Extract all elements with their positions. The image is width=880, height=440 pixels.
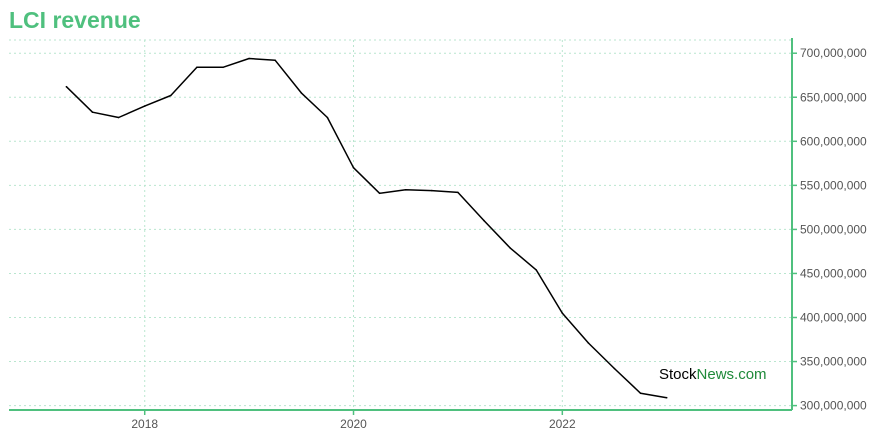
- data-point: [196, 66, 198, 69]
- axes: [9, 38, 793, 411]
- data-point: [561, 312, 564, 314]
- data-point: [665, 396, 668, 399]
- data-point: [143, 105, 146, 107]
- y-tick-label: 650,000,000: [800, 90, 867, 104]
- data-point: [248, 57, 250, 60]
- data-point: [483, 219, 485, 222]
- data-point: [117, 116, 120, 119]
- chart-title: LCI revenue: [9, 7, 141, 33]
- data-point: [431, 189, 433, 192]
- data-point: [378, 192, 381, 195]
- data-point: [326, 116, 329, 119]
- y-tick-label: 500,000,000: [800, 222, 867, 236]
- y-tick-label: 600,000,000: [800, 134, 867, 148]
- data-point: [457, 191, 459, 194]
- x-tick-label: 2020: [340, 417, 367, 431]
- y-tick-label: 700,000,000: [800, 46, 867, 60]
- data-point: [300, 92, 303, 94]
- data-point: [274, 59, 277, 62]
- data-point: [352, 166, 355, 169]
- data-point: [509, 247, 511, 249]
- x-tick-label: 2022: [549, 417, 576, 431]
- series-group: [65, 57, 667, 399]
- data-point: [613, 367, 616, 370]
- data-point: [639, 392, 642, 395]
- y-axis-ticks: 300,000,000 350,000,000 400,000,000 450,000…: [792, 46, 867, 413]
- watermark-news: News.com: [697, 366, 767, 383]
- data-point: [65, 85, 68, 88]
- watermark-stock: Stock: [659, 366, 697, 383]
- data-point: [587, 342, 590, 344]
- x-axis-ticks: 2018 2020 2022: [131, 410, 576, 431]
- data-point: [535, 269, 537, 271]
- data-point: [91, 111, 94, 113]
- data-points: [65, 57, 668, 399]
- y-tick-label: 300,000,000: [800, 399, 867, 413]
- data-point: [170, 94, 172, 97]
- y-tick-label: 350,000,000: [800, 355, 867, 369]
- data-point: [222, 66, 224, 69]
- y-tick-label: 450,000,000: [800, 266, 867, 280]
- watermark: StockNews.com: [659, 366, 767, 383]
- x-tick-label: 2018: [131, 417, 158, 431]
- y-tick-label: 400,000,000: [800, 311, 867, 325]
- grid-lines: [9, 39, 792, 410]
- data-point: [404, 189, 407, 191]
- y-tick-label: 550,000,000: [800, 178, 867, 192]
- series-line: [65, 57, 667, 399]
